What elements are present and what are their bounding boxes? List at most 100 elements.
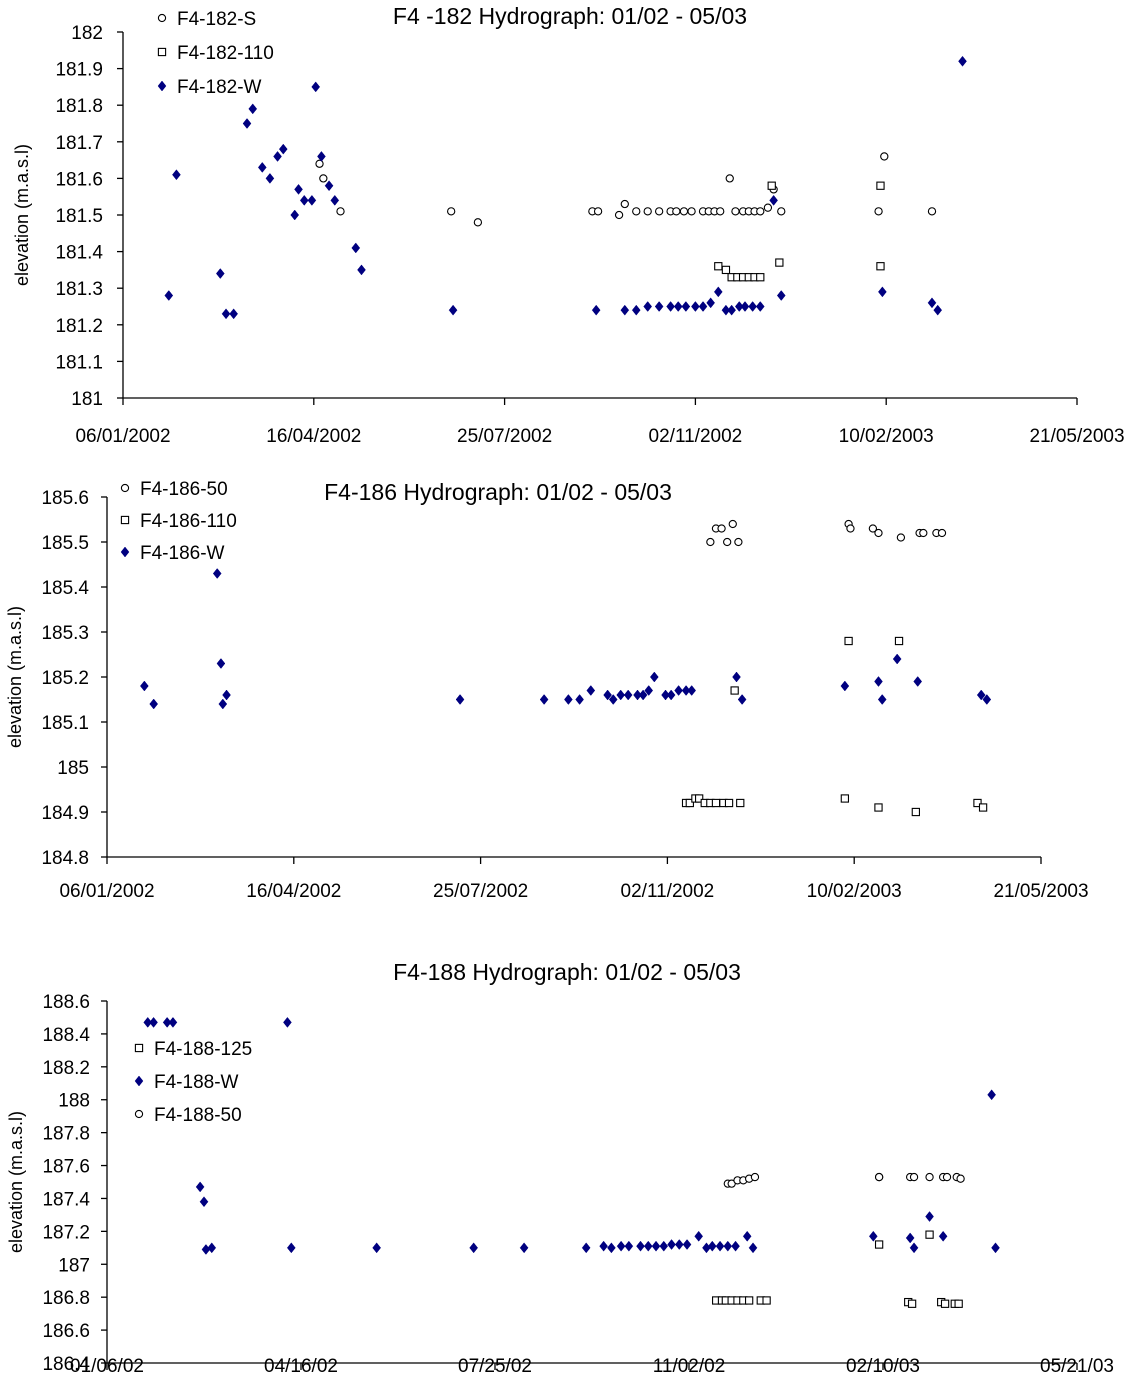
data-point xyxy=(593,207,603,216)
data-point xyxy=(319,174,328,183)
data-point xyxy=(840,680,850,692)
data-point xyxy=(201,1244,211,1255)
data-point xyxy=(896,533,906,542)
y-tick-label: 185 xyxy=(57,758,89,779)
series-F4-186-110 xyxy=(681,636,988,817)
data-point xyxy=(909,1172,919,1182)
data-point xyxy=(767,181,776,190)
series-F4-186-W xyxy=(140,568,992,710)
chart-panel-3: 186.4 186.6 186.8 187 187.2 187.4 187.6 187.8 18… xyxy=(6,959,1114,1377)
y-tick-label: 181.4 xyxy=(55,243,103,264)
data-point xyxy=(868,1230,878,1242)
data-point xyxy=(674,685,683,696)
data-point xyxy=(874,1240,884,1249)
data-point xyxy=(672,207,681,216)
data-point xyxy=(643,1240,653,1252)
data-point xyxy=(844,636,853,646)
series-F4-182-W xyxy=(164,55,967,320)
data-point xyxy=(143,1016,153,1028)
data-point xyxy=(591,304,601,316)
legend-marker xyxy=(134,1043,144,1053)
data-point xyxy=(940,1299,950,1308)
legend-marker xyxy=(157,47,167,57)
data-point xyxy=(750,1172,760,1182)
legend-marker xyxy=(134,1075,144,1087)
data-point xyxy=(937,528,947,538)
data-point xyxy=(685,798,694,808)
y-tick-label: 187.8 xyxy=(42,1124,90,1145)
data-point xyxy=(874,207,883,216)
y-axis-label: elevation (m.a.s.l) xyxy=(12,144,32,286)
data-point xyxy=(519,1242,529,1254)
data-point xyxy=(991,1242,1000,1254)
y-tick-label: 184.9 xyxy=(41,803,89,824)
data-point xyxy=(357,264,366,276)
data-point xyxy=(742,1230,752,1242)
data-point xyxy=(149,698,159,710)
legend-label: F4-188-125 xyxy=(154,1039,252,1060)
legend-marker xyxy=(120,483,130,493)
data-point xyxy=(727,304,736,316)
data-point xyxy=(737,694,747,705)
data-point xyxy=(278,143,288,155)
x-tick-label: 16/04/2002 xyxy=(266,426,361,447)
data-point xyxy=(608,694,618,705)
data-point xyxy=(667,1239,676,1250)
data-point xyxy=(614,210,624,220)
y-tick-label: 181.8 xyxy=(55,96,103,117)
data-point xyxy=(909,1242,919,1254)
data-point xyxy=(732,671,741,683)
x-tick-label: 21/05/2003 xyxy=(1029,426,1124,447)
data-point xyxy=(987,1089,996,1101)
data-point xyxy=(673,301,683,312)
legend-label: F4-188-50 xyxy=(154,1105,242,1126)
data-point xyxy=(195,1181,205,1193)
data-point xyxy=(876,181,885,190)
series-F4-182-110 xyxy=(714,181,885,282)
data-point xyxy=(706,537,715,547)
x-tick-label: 10/02/2003 xyxy=(839,426,934,447)
data-point xyxy=(687,685,697,696)
data-point xyxy=(650,671,659,683)
data-point xyxy=(762,1296,771,1305)
data-point xyxy=(775,258,784,267)
data-point xyxy=(919,528,928,538)
data-point xyxy=(954,1299,963,1308)
series-F4-188-125 xyxy=(712,1230,963,1308)
data-point xyxy=(878,286,887,298)
data-point xyxy=(711,798,721,808)
data-point xyxy=(736,798,745,808)
data-point xyxy=(221,308,231,320)
y-tick-label: 185.1 xyxy=(41,713,89,734)
data-point xyxy=(248,103,258,115)
series-F4-188-50 xyxy=(723,1172,965,1188)
data-point xyxy=(330,194,340,206)
data-point xyxy=(706,297,715,309)
data-point xyxy=(698,301,708,312)
data-point xyxy=(351,242,361,254)
data-point xyxy=(290,209,300,221)
data-point xyxy=(721,265,731,275)
data-point xyxy=(616,1240,626,1252)
data-point xyxy=(874,1172,884,1182)
data-point xyxy=(691,301,700,312)
data-point xyxy=(539,694,549,705)
x-tick-label: 25/07/2002 xyxy=(457,426,552,447)
data-point xyxy=(874,803,883,812)
data-point xyxy=(666,689,676,701)
data-point xyxy=(731,207,740,216)
data-point xyxy=(894,636,904,646)
data-point xyxy=(265,172,275,184)
data-point xyxy=(756,207,765,216)
data-point xyxy=(651,1240,661,1252)
data-point xyxy=(372,1242,381,1254)
legend-label: F4-186-110 xyxy=(140,511,237,532)
y-tick-label: 188 xyxy=(58,1091,90,1112)
data-point xyxy=(242,118,252,129)
data-point xyxy=(666,301,675,312)
data-point xyxy=(311,81,321,93)
data-point xyxy=(164,290,174,301)
x-tick-label: 02/10/03 xyxy=(846,1356,920,1377)
data-point xyxy=(616,689,626,701)
data-point xyxy=(840,794,850,803)
